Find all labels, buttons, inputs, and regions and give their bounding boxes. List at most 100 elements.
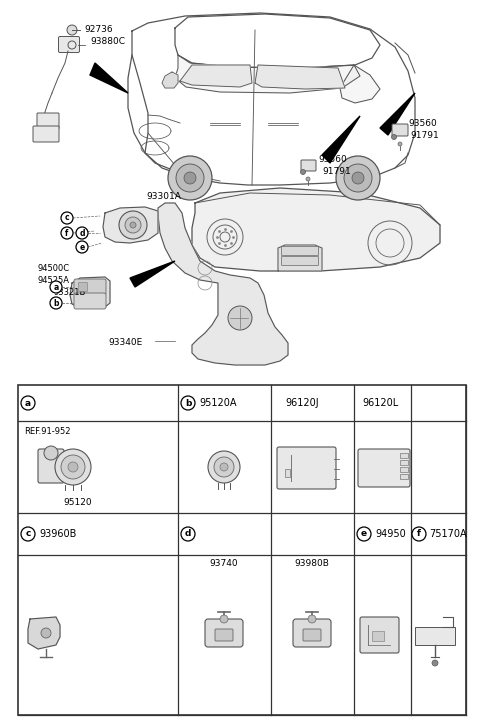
FancyBboxPatch shape: [33, 126, 59, 142]
Bar: [400, 453, 408, 458]
Bar: [285, 469, 290, 477]
Circle shape: [130, 222, 136, 228]
FancyBboxPatch shape: [74, 279, 106, 295]
Polygon shape: [158, 203, 288, 365]
Circle shape: [119, 211, 147, 239]
Circle shape: [76, 227, 88, 239]
Bar: [372, 631, 384, 641]
Text: 93960B: 93960B: [39, 529, 76, 539]
FancyBboxPatch shape: [281, 257, 319, 265]
Circle shape: [41, 628, 51, 638]
Circle shape: [306, 177, 310, 181]
Text: 92736: 92736: [84, 25, 113, 35]
FancyBboxPatch shape: [74, 293, 106, 309]
Text: 93980B: 93980B: [295, 559, 329, 568]
Text: REF.91-952: REF.91-952: [24, 427, 71, 436]
Text: 93301A: 93301A: [146, 192, 181, 201]
Circle shape: [181, 396, 195, 410]
FancyBboxPatch shape: [293, 619, 331, 647]
Text: 91791: 91791: [410, 132, 439, 140]
Circle shape: [228, 306, 252, 330]
Text: 94950: 94950: [375, 529, 406, 539]
Polygon shape: [70, 277, 110, 308]
Bar: [400, 467, 408, 472]
Circle shape: [61, 212, 73, 224]
Circle shape: [50, 297, 62, 309]
Polygon shape: [278, 245, 322, 271]
Text: 91791: 91791: [322, 168, 351, 176]
Bar: [18, 385, 466, 715]
Polygon shape: [175, 55, 360, 93]
Text: 95120: 95120: [64, 498, 92, 507]
Circle shape: [220, 463, 228, 471]
FancyBboxPatch shape: [79, 283, 87, 291]
Circle shape: [44, 446, 58, 460]
Bar: [400, 460, 408, 465]
Circle shape: [412, 527, 426, 541]
Text: 93880C: 93880C: [90, 38, 125, 46]
Circle shape: [168, 156, 212, 200]
FancyBboxPatch shape: [303, 629, 321, 641]
Circle shape: [55, 449, 91, 485]
Text: a: a: [53, 283, 59, 291]
Circle shape: [220, 615, 228, 623]
Circle shape: [432, 660, 438, 666]
Bar: [400, 474, 408, 479]
Polygon shape: [130, 261, 175, 287]
Polygon shape: [162, 72, 178, 88]
Polygon shape: [103, 207, 158, 243]
Text: c: c: [25, 529, 31, 539]
Text: c: c: [65, 213, 69, 223]
Circle shape: [308, 615, 316, 623]
Polygon shape: [255, 65, 345, 89]
Circle shape: [300, 169, 305, 174]
FancyBboxPatch shape: [94, 280, 106, 289]
Circle shape: [67, 25, 77, 35]
FancyBboxPatch shape: [392, 124, 408, 136]
Circle shape: [68, 462, 78, 472]
Text: 93340E: 93340E: [108, 338, 142, 347]
Text: e: e: [79, 242, 84, 252]
Text: 95120A: 95120A: [199, 398, 237, 408]
Text: f: f: [417, 529, 421, 539]
Circle shape: [357, 527, 371, 541]
FancyBboxPatch shape: [360, 617, 399, 653]
Circle shape: [344, 164, 372, 192]
Text: 75170A: 75170A: [429, 529, 467, 539]
FancyBboxPatch shape: [59, 36, 80, 53]
Circle shape: [61, 227, 73, 239]
Polygon shape: [90, 63, 128, 93]
Circle shape: [352, 172, 364, 184]
FancyBboxPatch shape: [281, 247, 319, 255]
FancyBboxPatch shape: [38, 449, 64, 483]
Text: 93560: 93560: [408, 119, 437, 127]
Circle shape: [21, 527, 35, 541]
Circle shape: [214, 457, 234, 477]
Text: 94500C: 94500C: [38, 264, 70, 273]
Circle shape: [76, 241, 88, 253]
Text: 93560: 93560: [318, 155, 347, 163]
Text: e: e: [361, 529, 367, 539]
Circle shape: [125, 217, 141, 233]
FancyBboxPatch shape: [301, 160, 316, 171]
Circle shape: [176, 164, 204, 192]
Polygon shape: [380, 93, 415, 135]
FancyBboxPatch shape: [358, 449, 410, 487]
Circle shape: [181, 527, 195, 541]
Text: b: b: [185, 398, 191, 408]
Text: 96120L: 96120L: [362, 398, 398, 408]
Polygon shape: [28, 617, 60, 649]
Circle shape: [392, 134, 396, 140]
Text: 94525A: 94525A: [38, 276, 70, 285]
FancyBboxPatch shape: [37, 113, 59, 129]
Polygon shape: [340, 65, 380, 103]
Circle shape: [61, 455, 85, 479]
Polygon shape: [192, 188, 440, 271]
Text: b: b: [53, 299, 59, 307]
FancyBboxPatch shape: [215, 629, 233, 641]
Polygon shape: [322, 116, 360, 163]
FancyBboxPatch shape: [205, 619, 243, 647]
Circle shape: [336, 156, 380, 200]
Circle shape: [21, 396, 35, 410]
Text: 96120J: 96120J: [285, 398, 319, 408]
